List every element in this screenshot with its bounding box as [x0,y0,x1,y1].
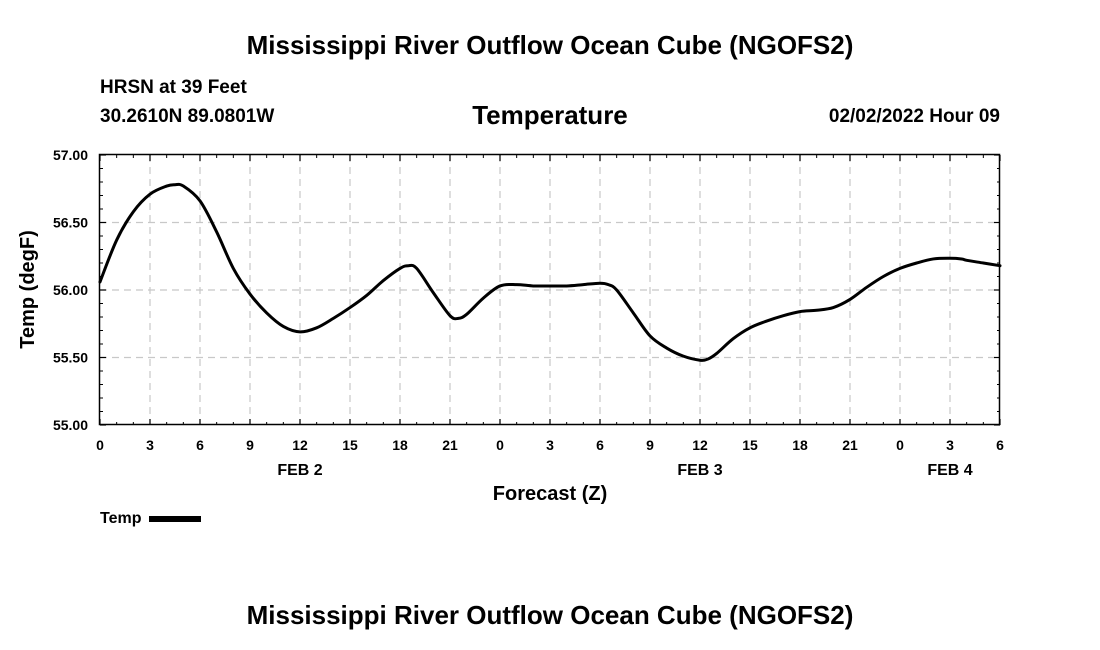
footer-title: Mississippi River Outflow Ocean Cube (NG… [246,600,854,630]
chart-title: Temperature [472,100,628,130]
x-tick-label: 6 [996,437,1004,453]
y-tick-label: 56.50 [53,215,88,231]
x-tick-label: 0 [496,437,504,453]
date-label: FEB 3 [677,462,722,479]
x-tick-label: 12 [692,437,708,453]
y-tick-label: 57.00 [53,147,88,163]
forecast-datetime: 02/02/2022 Hour 09 [828,106,1000,127]
x-axis-label: Forecast (Z) [493,483,607,505]
main-title: Mississippi River Outflow Ocean Cube (NG… [246,30,854,60]
series-line-temp [98,182,1002,362]
y-tick-label: 55.50 [53,350,88,366]
legend: Temp [100,510,202,528]
x-tick-label: 3 [946,437,954,453]
x-tick-label: 9 [646,437,654,453]
x-tick-label: 18 [392,437,408,453]
y-axis-label: Temp (degF) [17,230,39,349]
x-tick-label: 6 [196,437,204,453]
x-tick-label: 0 [96,437,104,453]
y-tick-label: 55.00 [53,417,88,433]
x-tick-label: 21 [442,437,458,453]
x-tick-label: 3 [146,437,154,453]
coordinates-label: 30.2610N 89.0801W [100,106,275,127]
legend-swatch [149,515,202,522]
x-tick-label: 15 [742,437,758,453]
x-tick-label: 6 [596,437,604,453]
x-tick-label: 9 [246,437,254,453]
x-tick-label: 12 [292,437,308,453]
y-tick-label: 56.00 [53,282,88,298]
x-tick-label: 18 [792,437,808,453]
legend-label: Temp [100,510,142,527]
x-tick-label: 15 [342,437,358,453]
x-tick-label: 0 [896,437,904,453]
date-label: FEB 4 [927,462,972,479]
date-label: FEB 2 [277,462,322,479]
x-tick-label: 3 [546,437,554,453]
x-tick-label: 21 [842,437,858,453]
station-label: HRSN at 39 Feet [100,77,247,98]
